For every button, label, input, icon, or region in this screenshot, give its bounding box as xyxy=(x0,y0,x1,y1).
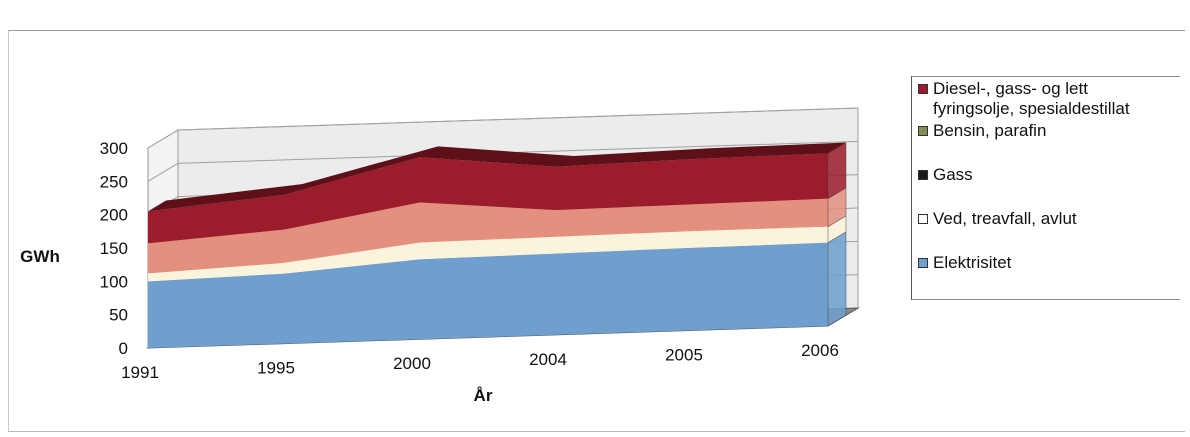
legend-label-diesel-line2: fyringsolje, spesialdestillat xyxy=(933,99,1130,118)
chart-frame xyxy=(8,30,1185,432)
x-tick-label: 2005 xyxy=(665,345,703,364)
y-axis-ticks: 0 50 100 150 200 250 300 xyxy=(100,139,128,358)
x-tick-label: 2004 xyxy=(529,350,567,369)
legend-label-bensin: Bensin, parafin xyxy=(933,121,1047,140)
legend-label-elektrisitet: Elektrisitet xyxy=(933,253,1012,272)
y-tick-label: 100 xyxy=(100,272,128,291)
gridline xyxy=(177,107,859,131)
legend-label-diesel-line1: Diesel-, gass- og lett xyxy=(933,79,1088,98)
legend-item-gass: Gass xyxy=(918,165,973,185)
x-tick-label: 1995 xyxy=(257,359,295,378)
area-chart: 0 50 100 150 200 250 300 1991 1995 2000 2004 2005 2… xyxy=(20,107,860,405)
area-diesel xyxy=(148,153,828,244)
legend-item-elektrisitet: Elektrisitet xyxy=(918,253,1011,273)
y-tick-label: 200 xyxy=(100,206,128,225)
area-elektrisitet-side xyxy=(827,231,847,327)
x-axis-title: År xyxy=(474,386,493,405)
y-tick-label: 150 xyxy=(100,239,128,258)
chart-legend: Diesel-, gass- og lett fyringsolje, spes… xyxy=(911,76,1180,300)
legend-swatch-diesel xyxy=(918,84,928,94)
x-tick-label: 1991 xyxy=(121,363,159,382)
y-tick-label: 0 xyxy=(119,339,128,358)
legend-label-gass: Gass xyxy=(933,165,973,184)
legend-swatch-ved xyxy=(918,214,928,224)
legend-swatch-bensin xyxy=(918,126,928,136)
legend-item-bensin: Bensin, parafin xyxy=(918,121,1046,141)
legend-label-ved: Ved, treavfall, avlut xyxy=(933,209,1077,228)
area-elektrisitet xyxy=(148,242,828,348)
legend-item-ved: Ved, treavfall, avlut xyxy=(918,209,1077,229)
legend-item-diesel: Diesel-, gass- og lett fyringsolje, spes… xyxy=(918,79,1130,119)
y-tick-label: 300 xyxy=(100,139,128,158)
legend-swatch-elektrisitet xyxy=(918,258,928,268)
gridline-side xyxy=(147,162,179,182)
area-salmon-band xyxy=(148,198,828,274)
x-axis-ticks: 1991 1995 2000 2004 2005 2006 xyxy=(121,341,839,382)
legend-label-diesel: Diesel-, gass- og lett fyringsolje, spes… xyxy=(933,79,1130,119)
y-axis-title: GWh xyxy=(20,247,60,266)
area-ved xyxy=(148,226,828,282)
legend-swatch-gass xyxy=(918,170,928,180)
x-tick-label: 2000 xyxy=(393,354,431,373)
y-tick-label: 50 xyxy=(109,306,128,325)
area-top-face xyxy=(148,142,846,212)
gridline-side xyxy=(147,129,179,149)
chart-areas xyxy=(148,142,847,348)
y-tick-label: 250 xyxy=(100,172,128,191)
x-tick-label: 2006 xyxy=(801,341,839,360)
